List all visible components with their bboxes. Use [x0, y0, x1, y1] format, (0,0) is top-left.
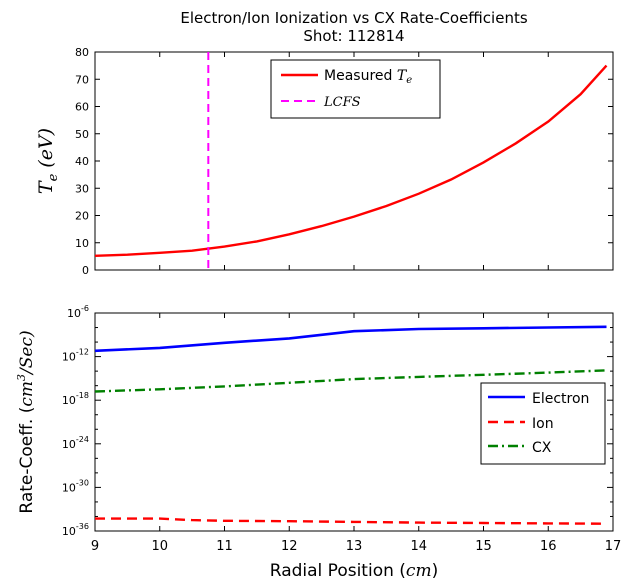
x-tick-label: 16: [540, 539, 557, 554]
top-y-tick-label: 80: [75, 46, 89, 59]
top-y-tick-label: 20: [75, 210, 89, 223]
electron-line: [94, 325, 607, 353]
x-tick-label: 11: [216, 539, 233, 554]
top-ylabel: Te(eV): [35, 128, 61, 194]
top-y-tick-label: 60: [75, 101, 89, 114]
bottom-ticks: 9 10 11 12 13 14 15 16 17 10-36 10-30 10-24 10-18 10-…: [62, 304, 621, 554]
bottom-ylabel: Rate-Coeff. (cm3/Sec): [15, 330, 37, 513]
x-tick-label: 10: [151, 539, 168, 554]
bottom-legend: Electron Ion CX: [480, 382, 606, 465]
measured-te-line: [94, 64, 608, 257]
bottom-y-tick-label: 10-18: [62, 391, 89, 407]
x-tick-label: 14: [410, 539, 427, 554]
x-tick-label: 12: [281, 539, 298, 554]
x-tick-label: 15: [475, 539, 492, 554]
cx-line: [94, 369, 607, 393]
top-y-tick-label: 10: [75, 237, 89, 250]
legend-cx-label: CX: [532, 440, 552, 456]
bottom-y-tick-label: 10-30: [62, 478, 89, 494]
bottom-y-tick-label: 10-12: [62, 348, 89, 364]
x-tick-label: 17: [605, 539, 622, 554]
x-tick-label: 9: [91, 539, 99, 554]
top-legend: Measured Te LCFS: [270, 59, 441, 119]
ion-line: [95, 517, 607, 525]
bottom-y-tick-label: 10-6: [67, 304, 89, 320]
top-legend-box: [270, 59, 441, 119]
top-y-tick-label: 30: [75, 182, 89, 195]
top-y-tick-label: 70: [75, 73, 89, 86]
legend-ion-label: Ion: [532, 416, 554, 432]
chart-title: Electron/Ion Ionization vs CX Rate-Coeff…: [180, 9, 527, 27]
x-tick-label: 13: [346, 539, 363, 554]
top-y-tick-label: 50: [75, 128, 89, 141]
temperature-panel: 0 10 20 30 40 50 60 70 80 Measured Te LCFS Te(eV…: [35, 46, 614, 277]
rate-coefficient-panel: 9 10 11 12 13 14 15 16 17 10-36 10-30 10-24 10-18 10-…: [15, 304, 621, 581]
legend-lcfs-label: LCFS: [323, 95, 361, 110]
top-y-tick-label: 40: [75, 155, 89, 168]
chart-subtitle: Shot: 112814: [303, 27, 404, 45]
legend-electron-label: Electron: [532, 391, 589, 407]
bottom-y-tick-label: 10-24: [62, 435, 89, 451]
legend-measured-label: Measured Te: [324, 68, 412, 86]
top-y-tick-label: 0: [82, 264, 89, 277]
x-axis-label: Radial Position (cm): [270, 561, 438, 581]
top-ticks: 0 10 20 30 40 50 60 70 80: [75, 46, 614, 277]
bottom-y-tick-label: 10-36: [62, 522, 89, 538]
